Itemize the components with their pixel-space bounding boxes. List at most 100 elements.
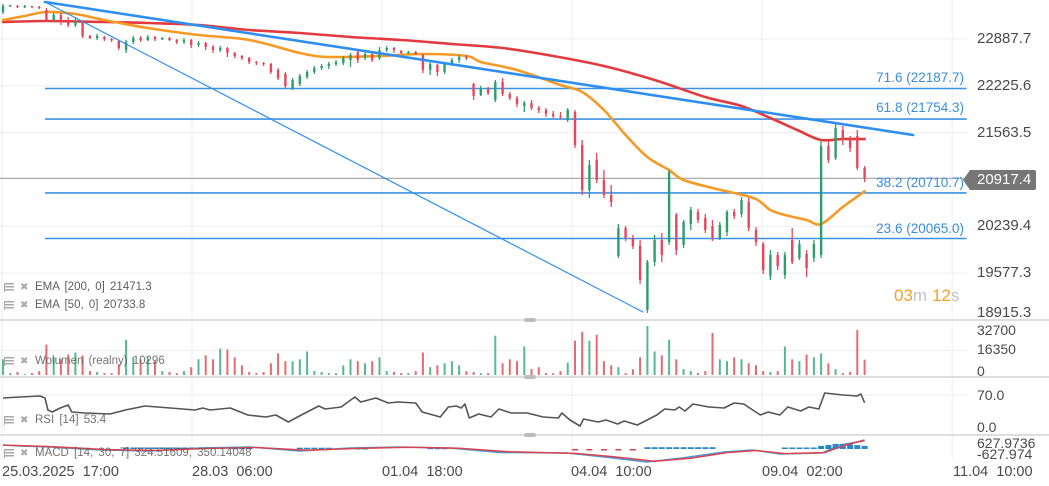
- candle-down[interactable]: [248, 57, 251, 64]
- candle-down[interactable]: [211, 45, 215, 53]
- candle-up[interactable]: [740, 197, 743, 217]
- candle-up[interactable]: [617, 224, 620, 258]
- candle-down[interactable]: [856, 130, 859, 170]
- candle-up[interactable]: [124, 40, 128, 53]
- candle-up[interactable]: [320, 64, 323, 70]
- indicator-settings-icon[interactable]: [4, 301, 14, 310]
- candle-down[interactable]: [508, 92, 511, 100]
- candle-down[interactable]: [284, 72, 287, 88]
- candle-up[interactable]: [334, 60, 338, 66]
- indicator-settings-icon[interactable]: [4, 416, 14, 425]
- candle-down[interactable]: [704, 214, 707, 233]
- candle-up[interactable]: [812, 240, 816, 262]
- candle-down[interactable]: [805, 250, 808, 277]
- candle-down[interactable]: [233, 52, 236, 58]
- pane-separator[interactable]: [0, 433, 1049, 437]
- candle-down[interactable]: [356, 50, 359, 63]
- candle-up[interactable]: [197, 41, 200, 47]
- candle-up[interactable]: [667, 170, 671, 245]
- candle-up[interactable]: [718, 222, 721, 240]
- candle-up[interactable]: [653, 235, 656, 266]
- ema-50-line[interactable]: [1, 10, 866, 226]
- candle-up[interactable]: [23, 5, 26, 8]
- candle-down[interactable]: [414, 51, 417, 55]
- candle-up[interactable]: [783, 252, 787, 279]
- candle-up[interactable]: [819, 140, 823, 258]
- candle-down[interactable]: [67, 17, 70, 27]
- candle-down[interactable]: [660, 233, 663, 262]
- candle-down[interactable]: [262, 62, 265, 66]
- trendline-resistance[interactable]: [43, 0, 915, 137]
- candle-down[interactable]: [240, 55, 244, 60]
- candle-up[interactable]: [52, 13, 55, 22]
- candle-down[interactable]: [153, 36, 157, 41]
- candle-up[interactable]: [769, 250, 772, 280]
- candle-down[interactable]: [747, 198, 750, 231]
- candle-down[interactable]: [110, 38, 113, 42]
- candle-down[interactable]: [436, 64, 439, 76]
- candle-up[interactable]: [327, 62, 330, 69]
- candle-down[interactable]: [530, 100, 533, 110]
- candle-up[interactable]: [725, 210, 729, 236]
- candle-up[interactable]: [798, 240, 801, 260]
- candle-up[interactable]: [566, 108, 569, 122]
- candle-up[interactable]: [219, 46, 222, 52]
- candle-down[interactable]: [117, 40, 120, 50]
- candle-up[interactable]: [429, 62, 432, 75]
- candle-up[interactable]: [682, 220, 685, 248]
- remove-indicator-close-icon[interactable]: ✖: [20, 300, 29, 311]
- indicator-settings-icon[interactable]: [4, 449, 14, 458]
- candle-up[interactable]: [74, 18, 77, 27]
- candle-down[interactable]: [255, 61, 258, 65]
- candle-up[interactable]: [407, 51, 410, 54]
- candle-down[interactable]: [602, 170, 606, 198]
- candle-down[interactable]: [400, 50, 403, 54]
- candle-down[interactable]: [371, 53, 374, 62]
- candle-down[interactable]: [139, 36, 142, 42]
- ema-200-line[interactable]: [1, 19, 866, 142]
- candle-down[interactable]: [638, 240, 642, 284]
- candle-down[interactable]: [827, 141, 830, 163]
- candle-up[interactable]: [9, 5, 12, 7]
- candle-up[interactable]: [363, 52, 367, 60]
- candle-down[interactable]: [624, 226, 627, 241]
- candle-down[interactable]: [81, 21, 84, 38]
- candle-down[interactable]: [38, 6, 41, 9]
- candle-up[interactable]: [494, 80, 497, 102]
- pane-resize-handle[interactable]: [524, 375, 536, 379]
- remove-indicator-close-icon[interactable]: ✖: [20, 448, 29, 459]
- candle-down[interactable]: [559, 112, 562, 119]
- candle-up[interactable]: [689, 207, 692, 230]
- candle-down[interactable]: [190, 39, 193, 48]
- pane-separator[interactable]: [0, 318, 1049, 322]
- candle-up[interactable]: [342, 56, 345, 65]
- candle-up[interactable]: [646, 260, 649, 313]
- candle-down[interactable]: [59, 13, 63, 25]
- candle-up[interactable]: [523, 101, 526, 112]
- trendline-steep[interactable]: [44, 1, 644, 313]
- candle-down[interactable]: [537, 106, 540, 113]
- candle-down[interactable]: [269, 63, 273, 74]
- candle-up[interactable]: [349, 53, 352, 67]
- candle-down[interactable]: [103, 36, 106, 41]
- candle-up[interactable]: [132, 36, 135, 44]
- candle-down[interactable]: [45, 8, 48, 22]
- candle-up[interactable]: [385, 46, 388, 52]
- candle-down[interactable]: [595, 153, 598, 183]
- candle-down[interactable]: [675, 213, 678, 255]
- candle-down[interactable]: [754, 227, 758, 246]
- candle-down[interactable]: [421, 54, 425, 73]
- candle-down[interactable]: [486, 87, 490, 95]
- candle-down[interactable]: [226, 47, 229, 57]
- candle-down[interactable]: [791, 228, 794, 264]
- candle-up[interactable]: [834, 123, 837, 160]
- candle-up[interactable]: [479, 86, 482, 96]
- time-axis[interactable]: 25.03.2025 17:00 28.03 06:00 01.04 18:00…: [0, 460, 1049, 486]
- candle-down[interactable]: [610, 185, 613, 207]
- pane-resize-handle[interactable]: [524, 433, 536, 437]
- candle-down[interactable]: [841, 126, 844, 145]
- candle-up[interactable]: [291, 78, 294, 90]
- candle-down[interactable]: [472, 83, 475, 100]
- candle-down[interactable]: [776, 252, 779, 270]
